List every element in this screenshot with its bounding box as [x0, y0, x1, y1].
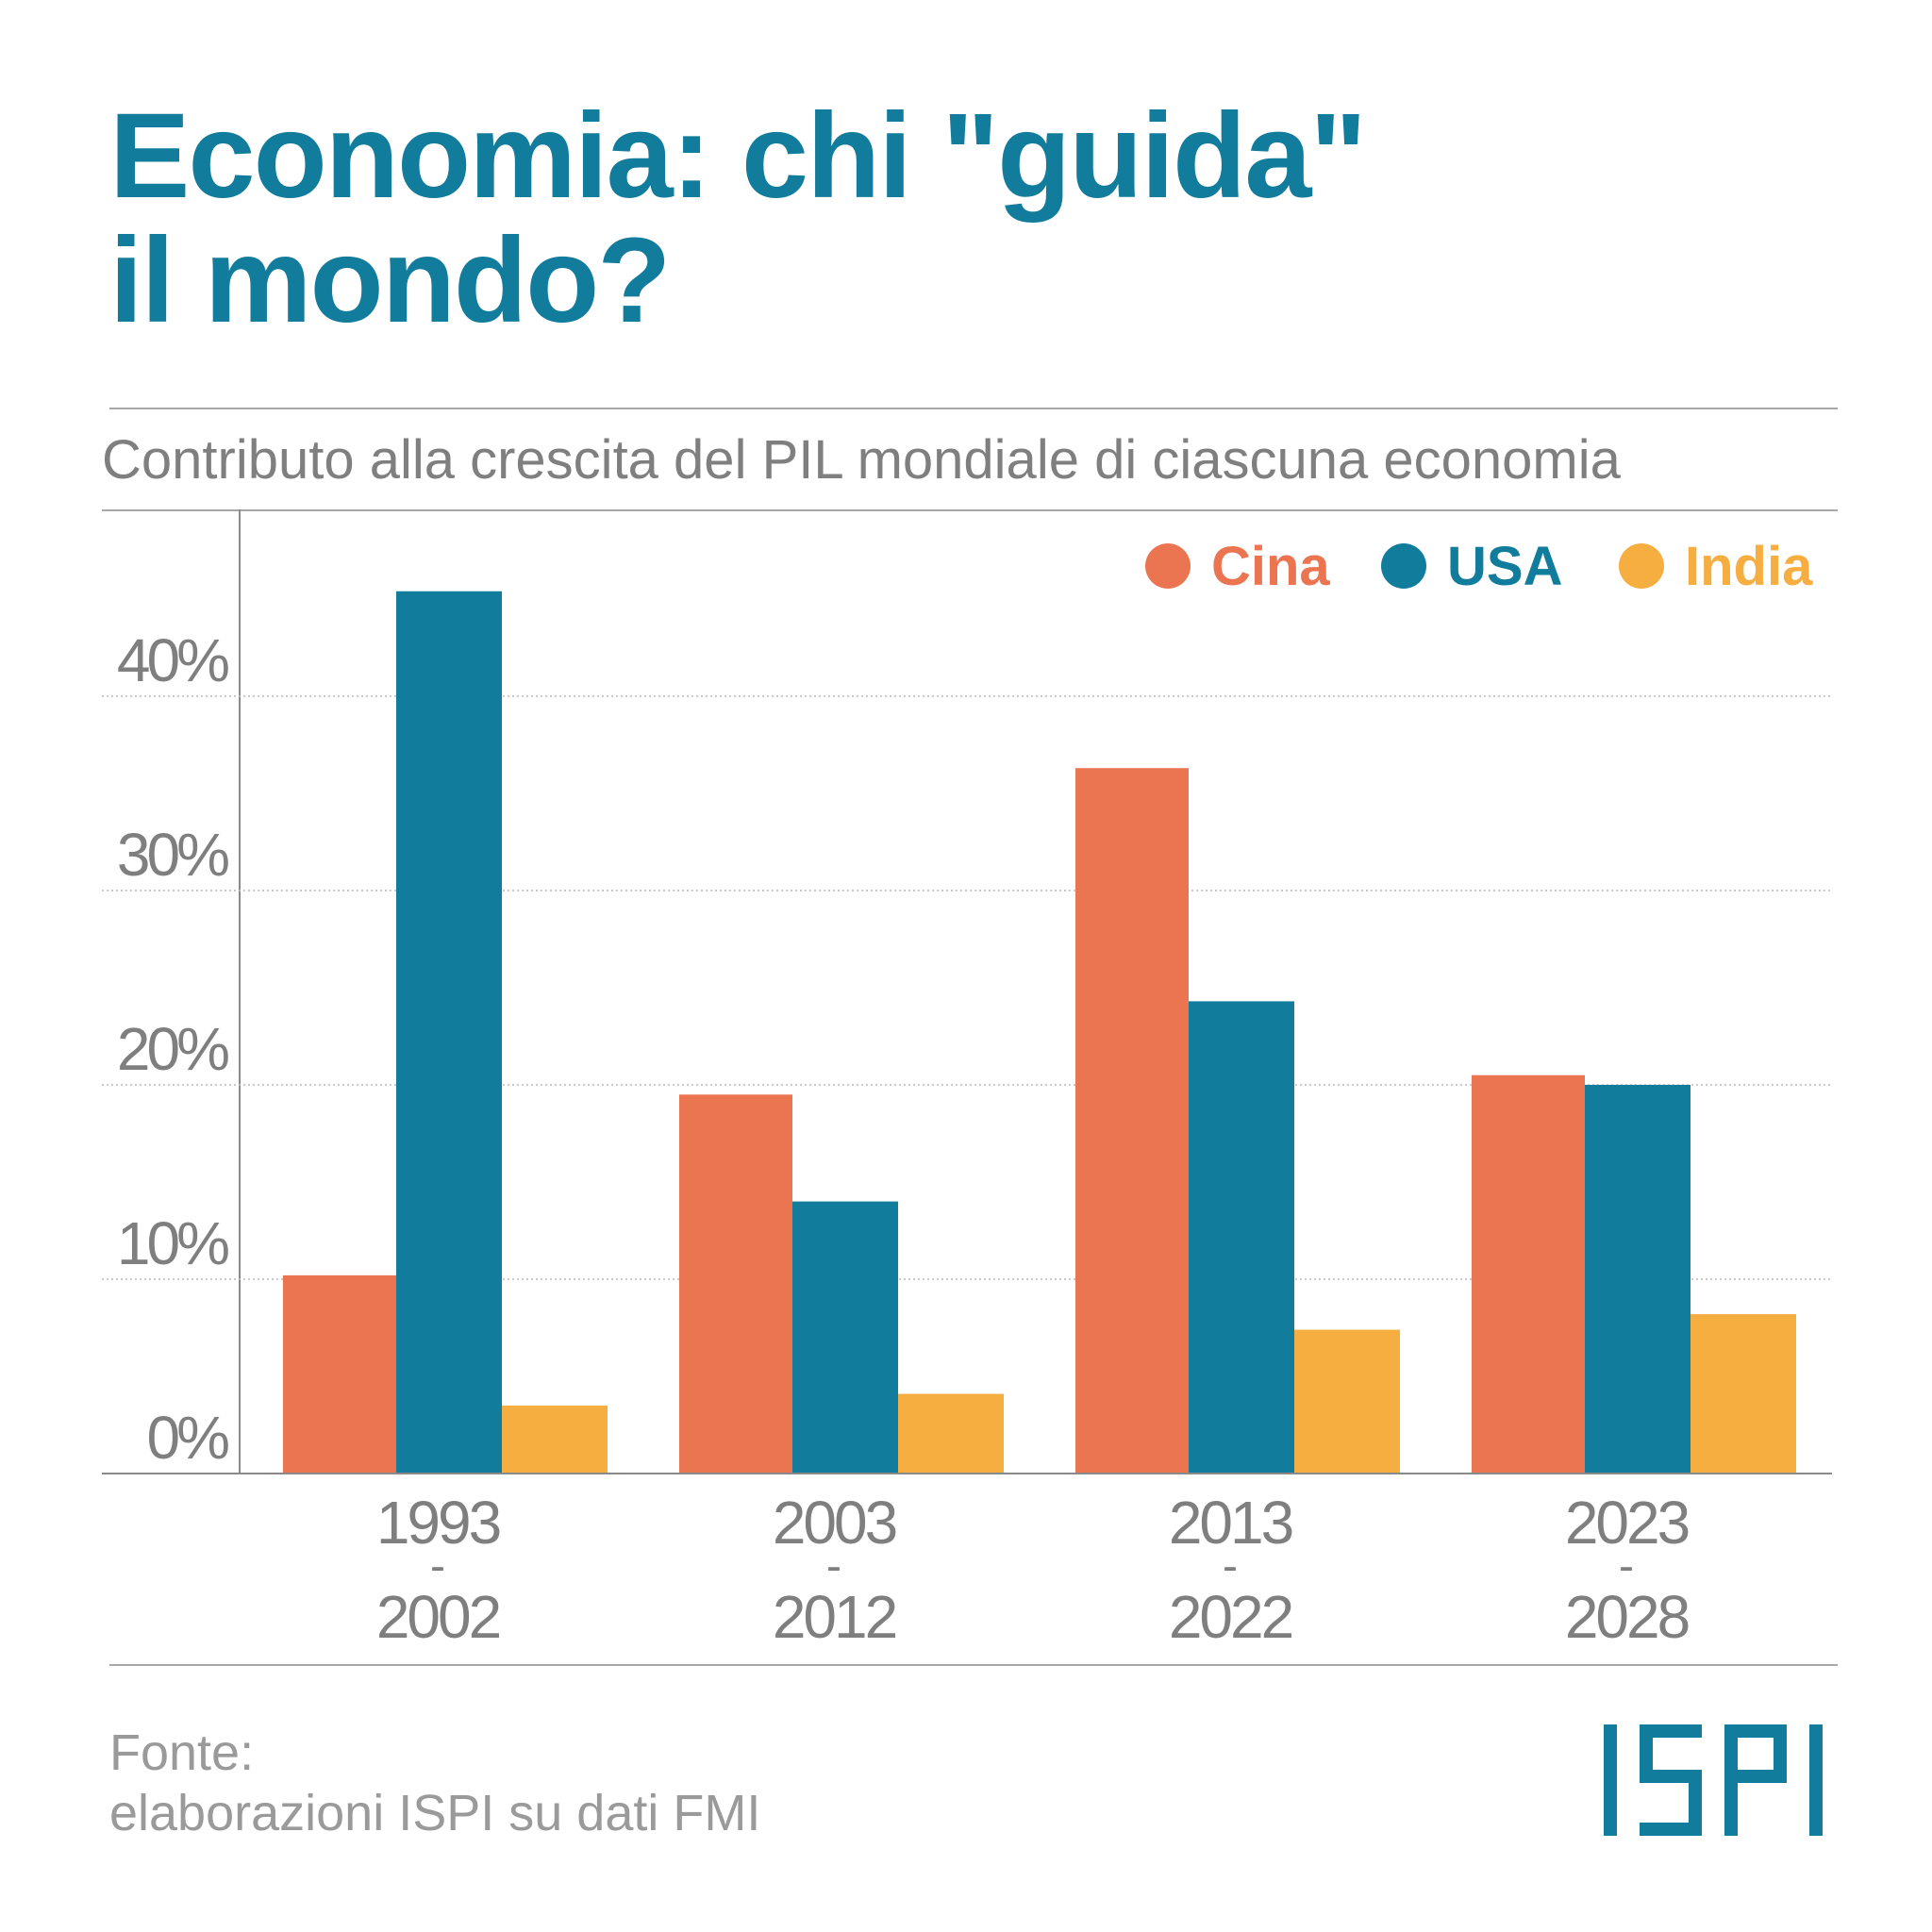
- bar-usa: [396, 591, 502, 1474]
- chart-title: Economia: chi "guida" il mondo?: [109, 94, 1713, 343]
- x-tick-label-separator: -: [430, 1541, 445, 1591]
- source-text: elaborazioni ISPI su dati FMI: [109, 1785, 761, 1841]
- x-tick-label-end: 2002: [376, 1583, 500, 1651]
- source-label: Fonte:: [109, 1724, 255, 1781]
- y-tick-label: 40%: [117, 626, 228, 694]
- bar-cina: [1075, 768, 1189, 1474]
- x-tick-label-end: 2028: [1565, 1583, 1689, 1651]
- legend-label-usa: USA: [1447, 536, 1562, 597]
- bar-usa: [792, 1201, 898, 1474]
- x-tick-label-start: 2003: [773, 1489, 896, 1557]
- x-tick-label-separator: -: [1223, 1541, 1238, 1591]
- x-tick-label-start: 1993: [376, 1489, 500, 1557]
- legend-dot-usa: [1381, 543, 1426, 589]
- subtitle-divider: [102, 509, 1838, 511]
- title-line-2: il mondo?: [109, 213, 671, 348]
- bar-usa: [1585, 1085, 1690, 1474]
- bar-cina: [1472, 1074, 1585, 1474]
- bar-india: [898, 1393, 1004, 1474]
- legend-dot-cina: [1145, 543, 1191, 589]
- x-tick-label-start: 2013: [1169, 1489, 1292, 1557]
- y-tick-label: 10%: [117, 1209, 228, 1277]
- y-tick-label: 30%: [117, 821, 228, 889]
- bar-usa: [1189, 1001, 1294, 1474]
- y-tick-label: 20%: [117, 1015, 228, 1083]
- legend-dot-india: [1619, 543, 1664, 589]
- ispi-logo: [1604, 1724, 1823, 1836]
- source-note: Fonte: elaborazioni ISPI su dati FMI: [109, 1723, 760, 1843]
- bar-cina: [679, 1094, 792, 1474]
- x-tick-label-end: 2022: [1169, 1583, 1292, 1651]
- top-divider: [109, 408, 1838, 409]
- bar-india: [502, 1405, 608, 1474]
- bar-cina: [283, 1274, 396, 1474]
- y-tick-label: 0%: [147, 1404, 229, 1472]
- chart-subtitle: Contributo alla crescita del PIL mondial…: [102, 429, 1621, 491]
- bar-india: [1294, 1329, 1400, 1474]
- legend-label-cina: Cina: [1211, 536, 1330, 597]
- x-tick-label-start: 2023: [1565, 1489, 1689, 1557]
- bottom-divider: [109, 1664, 1838, 1666]
- x-tick-label-separator: -: [826, 1541, 841, 1591]
- title-line-1: Economia: chi "guida": [109, 89, 1367, 224]
- bar-india: [1690, 1314, 1796, 1474]
- legend-label-india: India: [1685, 536, 1813, 597]
- x-tick-label-separator: -: [1619, 1541, 1634, 1591]
- x-tick-label-end: 2012: [773, 1583, 896, 1651]
- bar-chart: 0%10%20%30%40%1993-20022003-20122013-202…: [102, 509, 1832, 1651]
